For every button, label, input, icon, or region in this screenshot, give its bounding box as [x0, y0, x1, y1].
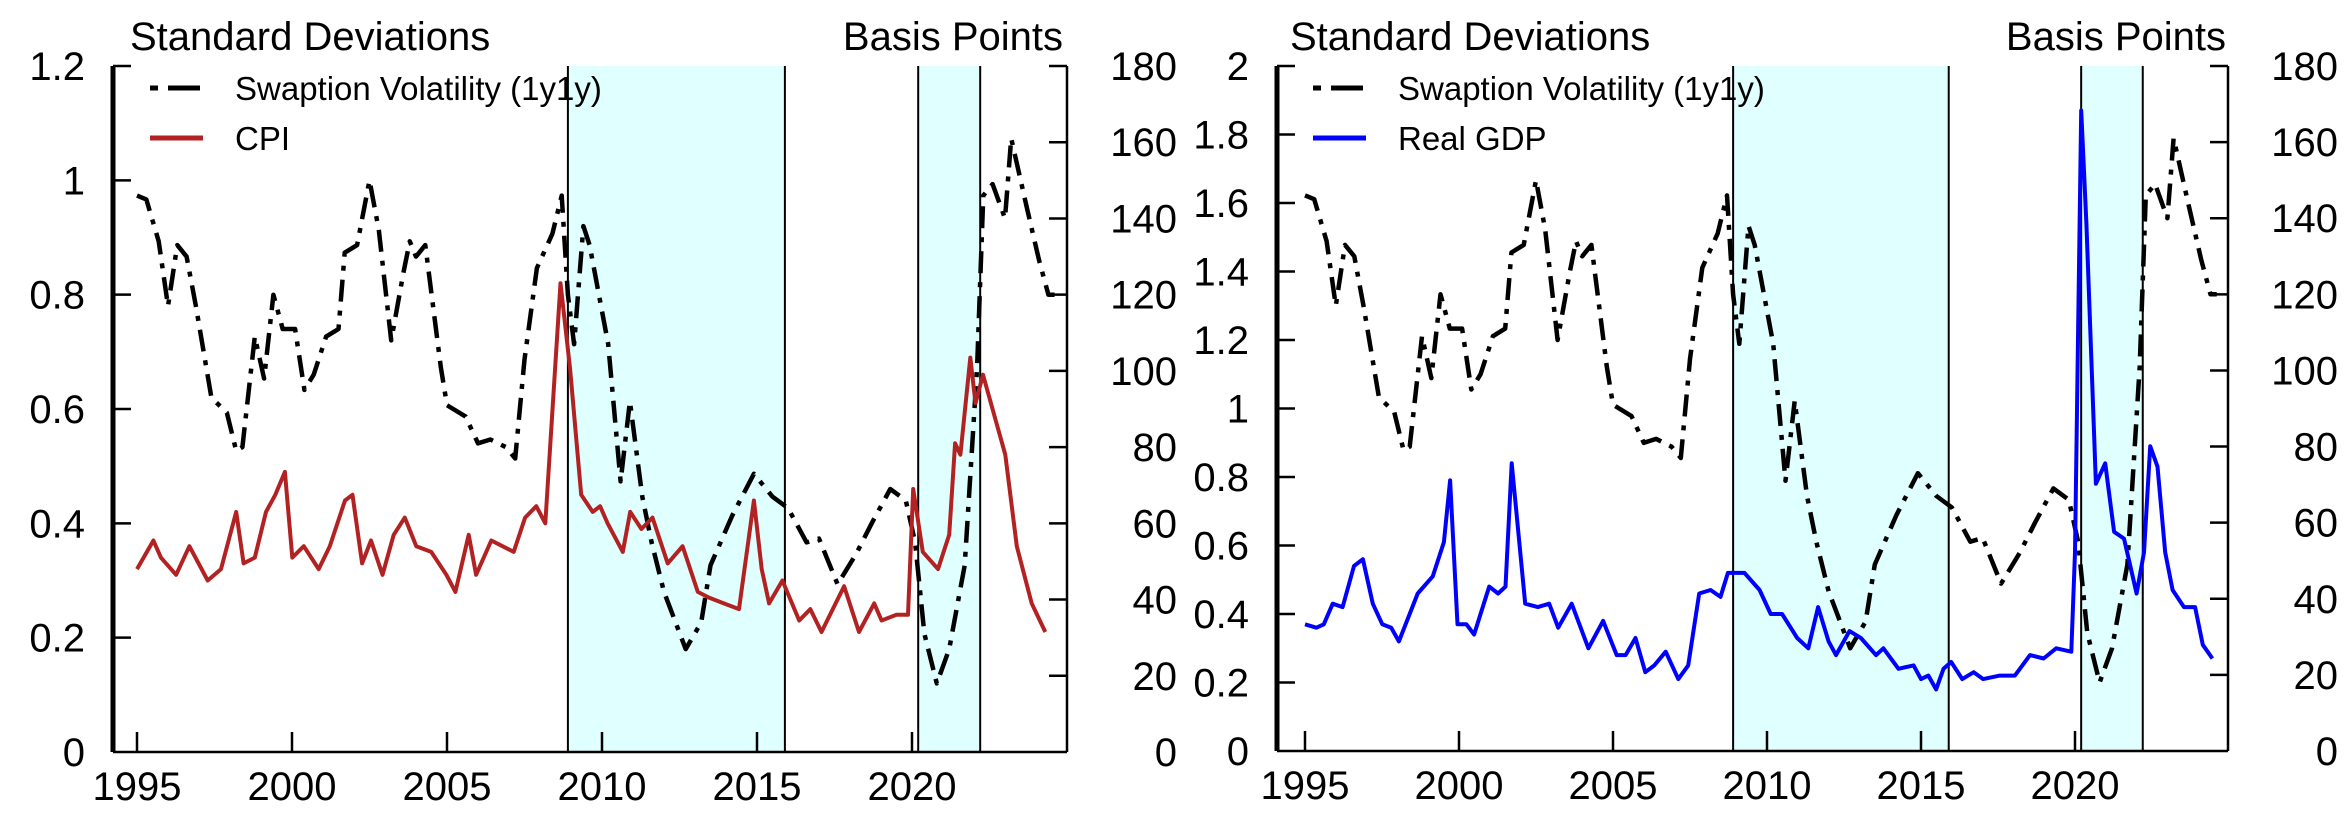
legend-swaption-label: Swaption Volatility (1y1y)	[235, 70, 602, 107]
left-axis-unit-label: Standard Deviations	[1290, 15, 1650, 59]
right-y-tick-label: 120	[2271, 273, 2338, 317]
shaded-periods	[566, 66, 982, 752]
left-y-tick-label: 0	[1227, 730, 1249, 774]
right-y-tick-label: 0	[2316, 730, 2338, 774]
left-y-tick-label: 0.6	[29, 388, 85, 432]
right-y-tick-label: 40	[2294, 578, 2339, 622]
x-tick-label: 1995	[1261, 764, 1350, 808]
right-y-tick-label: 80	[1133, 426, 1178, 470]
swaption-volatility-line	[136, 136, 1055, 686]
left-y-tick-label: 0.6	[1193, 525, 1249, 569]
right-y-tick-label: 160	[1110, 121, 1177, 165]
shaded-period	[918, 66, 981, 752]
x-tick-label: 2015	[1877, 764, 1966, 808]
cpi-line	[135, 281, 1048, 634]
left-y-tick-label: 1.4	[1193, 251, 1249, 295]
x-tick-label: 2000	[248, 765, 337, 809]
x-tick-label: 2005	[403, 765, 492, 809]
left-y-tick-label: 0.4	[1193, 593, 1249, 637]
right-y-tick-label: 60	[1133, 502, 1178, 546]
axes: 0 0.2 0.4 0.6 0.8 1 1.2 0 20 40 60 80 100 120 140 160 18…	[29, 45, 1177, 809]
x-tick-label: 2005	[1569, 764, 1658, 808]
series-lines	[135, 136, 1055, 686]
left-y-tick-label: 1.2	[29, 45, 85, 89]
swaption-volatility-line	[1304, 136, 2217, 685]
right-y-tick-label: 100	[2271, 349, 2338, 393]
right-y-tick-label: 120	[1110, 274, 1177, 318]
real-gdp-line	[1304, 108, 2215, 692]
left-y-tick-label: 0.2	[29, 617, 85, 661]
left-y-tick-label: 0.8	[29, 274, 85, 318]
left-axis-unit-label: Standard Deviations	[130, 15, 490, 59]
left-y-tick-label: 0.2	[1193, 662, 1249, 706]
right-y-tick-label: 100	[1110, 350, 1177, 394]
left-y-tick-label: 1	[63, 159, 85, 203]
x-tick-label: 2020	[2031, 764, 2120, 808]
left-y-tick-label: 0	[63, 731, 85, 775]
shaded-period	[1733, 66, 1949, 751]
axes: 00.20.40.60.811.21.41.61.820204060801001…	[1193, 45, 2338, 808]
right-y-tick-label: 80	[2294, 426, 2339, 470]
right-y-tick-label: 0	[1155, 731, 1177, 775]
x-tick-label: 2015	[713, 765, 802, 809]
series-lines	[1304, 108, 2217, 692]
left-y-tick-label: 1.8	[1193, 114, 1249, 158]
x-tick-label: 1995	[93, 765, 182, 809]
x-tick-label: 2000	[1415, 764, 1504, 808]
shaded-period	[567, 66, 785, 752]
right-y-tick-label: 20	[2294, 654, 2339, 698]
legend: Swaption Volatility (1y1y) Real GDP	[1313, 70, 1765, 157]
right-y-tick-label: 140	[2271, 197, 2338, 241]
right-y-tick-label: 60	[2294, 502, 2339, 546]
left-y-tick-label: 1.6	[1193, 182, 1249, 226]
right-y-tick-label: 180	[1110, 45, 1177, 89]
right-axis-unit-label: Basis Points	[2006, 15, 2226, 59]
legend-cpi-label: CPI	[235, 120, 290, 157]
right-y-tick-label: 40	[1133, 579, 1178, 623]
x-tick-label: 2010	[1723, 764, 1812, 808]
right-axis-unit-label: Basis Points	[843, 15, 1063, 59]
right-y-tick-label: 160	[2271, 121, 2338, 165]
gdp-panel: 00.20.40.60.811.21.41.61.820204060801001…	[1193, 15, 2338, 808]
legend-gdp-label: Real GDP	[1398, 120, 1547, 157]
legend-swaption-label: Swaption Volatility (1y1y)	[1398, 70, 1765, 107]
left-y-tick-label: 2	[1227, 45, 1249, 89]
cpi-panel: 0 0.2 0.4 0.6 0.8 1 1.2 0 20 40 60 80 100 120 140 160 18…	[29, 15, 1177, 809]
x-tick-label: 2010	[558, 765, 647, 809]
left-y-tick-label: 1	[1227, 388, 1249, 432]
legend: Swaption Volatility (1y1y) CPI	[150, 70, 602, 157]
x-tick-label: 2020	[868, 765, 957, 809]
left-y-tick-label: 0.4	[29, 502, 85, 546]
left-y-tick-label: 1.2	[1193, 319, 1249, 363]
right-y-tick-label: 140	[1110, 197, 1177, 241]
right-y-tick-label: 180	[2271, 45, 2338, 89]
right-y-tick-label: 20	[1133, 655, 1178, 699]
left-y-tick-label: 0.8	[1193, 456, 1249, 500]
